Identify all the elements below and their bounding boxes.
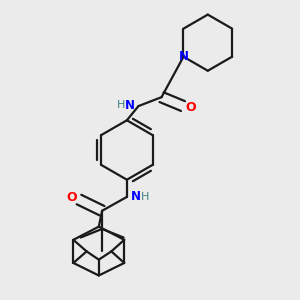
- Text: N: N: [125, 99, 135, 112]
- Text: H: H: [140, 192, 149, 202]
- Text: O: O: [66, 191, 77, 204]
- Text: O: O: [185, 100, 196, 114]
- Text: H: H: [117, 100, 125, 110]
- Text: N: N: [179, 50, 189, 63]
- Text: N: N: [130, 190, 140, 203]
